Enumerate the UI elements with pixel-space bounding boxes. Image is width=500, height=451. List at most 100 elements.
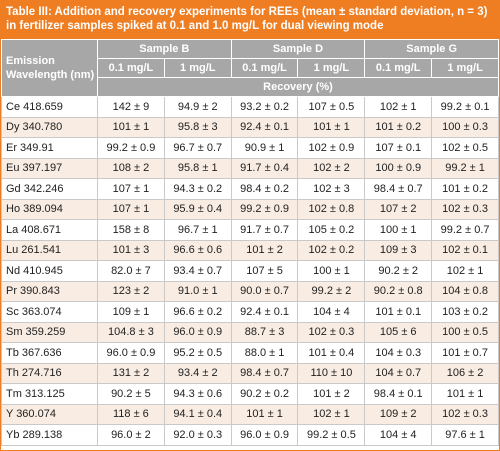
table-cell: 97.6 ± 1 bbox=[431, 424, 499, 446]
table-row: Tm 313.125 90.2 ± 5 94.3 ± 0.6 90.2 ± 0.2 10… bbox=[1, 383, 499, 405]
table-cell: 100 ± 0.3 bbox=[431, 116, 499, 138]
table-cell: 105 ± 6 bbox=[364, 321, 433, 343]
table-cell: 101 ± 0.7 bbox=[431, 342, 499, 364]
table-cell: 95.2 ± 0.5 bbox=[163, 342, 232, 364]
table-cell: 118 ± 6 bbox=[97, 403, 165, 425]
table-cell: 100 ± 1 bbox=[297, 260, 366, 282]
row-label: Sc 363.074 bbox=[1, 301, 98, 323]
table-cell: 106 ± 2 bbox=[431, 362, 499, 384]
table-cell: 107 ± 1 bbox=[97, 198, 165, 220]
table-cell: 102 ± 0.9 bbox=[297, 137, 366, 159]
table-cell: 96.7 ± 0.7 bbox=[163, 137, 232, 159]
table-cell: 109 ± 3 bbox=[364, 239, 433, 261]
header-cell: 0.1 mg/L bbox=[230, 58, 299, 78]
table-cell: 90.2 ± 0.8 bbox=[364, 280, 433, 302]
table-cell: 100 ± 0.9 bbox=[364, 157, 433, 179]
table-cell: 82.0 ± 7 bbox=[97, 260, 165, 282]
table-cell: 107 ± 2 bbox=[364, 198, 433, 220]
table-cell: 101 ± 1 bbox=[297, 116, 366, 138]
table-cell: 102 ± 0.3 bbox=[431, 403, 499, 425]
table-cell: 104.8 ± 3 bbox=[97, 321, 165, 343]
table-row: Ce 418.659 142 ± 9 94.9 ± 2 93.2 ± 0.2 107 ±… bbox=[1, 96, 499, 118]
row-label: Sm 359.259 bbox=[1, 321, 98, 343]
table-row: Lu 261.541 101 ± 3 96.6 ± 0.6 101 ± 2 102 ± … bbox=[1, 239, 499, 261]
table-cell: 90.2 ± 5 bbox=[97, 383, 165, 405]
table-cell: 96.0 ± 2 bbox=[97, 424, 165, 446]
table-cell: 101 ± 1 bbox=[97, 116, 165, 138]
table-cell: 101 ± 0.2 bbox=[431, 178, 499, 200]
row-label: Ce 418.659 bbox=[1, 96, 98, 118]
header-cell: 0.1 mg/L bbox=[97, 58, 165, 78]
table-cell: 107 ± 0.5 bbox=[297, 96, 366, 118]
table-cell: 98.4 ± 0.7 bbox=[364, 178, 433, 200]
row-label: Eu 397.197 bbox=[1, 157, 98, 179]
table-cell: 102 ± 0.8 bbox=[297, 198, 366, 220]
table-row: Y 360.074 118 ± 6 94.1 ± 0.4 101 ± 1 102 ± 1… bbox=[1, 403, 499, 425]
table-row: Eu 397.197 108 ± 2 95.8 ± 1 91.7 ± 0.4 102 ±… bbox=[1, 157, 499, 179]
table-cell: 109 ± 1 bbox=[97, 301, 165, 323]
table-cell: 92.0 ± 0.3 bbox=[163, 424, 232, 446]
table-cell: 123 ± 2 bbox=[97, 280, 165, 302]
table-cell: 107 ± 0.1 bbox=[364, 137, 433, 159]
table-cell: 102 ± 0.5 bbox=[431, 137, 499, 159]
row-label: Th 274.716 bbox=[1, 362, 98, 384]
table-cell: 102 ± 3 bbox=[297, 178, 366, 200]
table-cell: 102 ± 1 bbox=[431, 260, 499, 282]
table-cell: 99.2 ± 0.9 bbox=[97, 137, 165, 159]
table-cell: 110 ± 10 bbox=[297, 362, 366, 384]
table-row: Gd 342.246 107 ± 1 94.3 ± 0.2 98.4 ± 0.2 102… bbox=[1, 178, 499, 200]
table-cell: 99.2 ± 0.5 bbox=[297, 424, 366, 446]
table-cell: 101 ± 2 bbox=[230, 239, 299, 261]
table-cell: 94.3 ± 0.2 bbox=[163, 178, 232, 200]
table-cell: 93.4 ± 2 bbox=[163, 362, 232, 384]
table-row: La 408.671 158 ± 8 96.7 ± 1 91.7 ± 0.7 105 ±… bbox=[1, 219, 499, 241]
table-cell: 102 ± 0.2 bbox=[297, 239, 366, 261]
table-cell: 107 ± 1 bbox=[97, 178, 165, 200]
table-row: Pr 390.843 123 ± 2 91.0 ± 1 90.0 ± 0.7 99.2 … bbox=[1, 280, 499, 302]
table-cell: 96.7 ± 1 bbox=[163, 219, 232, 241]
row-label: Lu 261.541 bbox=[1, 239, 98, 261]
table-cell: 96.6 ± 0.2 bbox=[163, 301, 232, 323]
row-label: Nd 410.945 bbox=[1, 260, 98, 282]
table-cell: 94.3 ± 0.6 bbox=[163, 383, 232, 405]
table-cell: 92.4 ± 0.1 bbox=[230, 116, 299, 138]
table-cell: 105 ± 0.2 bbox=[297, 219, 366, 241]
table-cell: 99.2 ± 0.1 bbox=[431, 96, 499, 118]
table-cell: 98.4 ± 0.7 bbox=[230, 362, 299, 384]
table-cell: 101 ± 0.1 bbox=[364, 301, 433, 323]
header-cell: 0.1 mg/L bbox=[364, 58, 433, 78]
table-cell: 158 ± 8 bbox=[97, 219, 165, 241]
table-cell: 104 ± 4 bbox=[297, 301, 366, 323]
table-cell: 107 ± 5 bbox=[230, 260, 299, 282]
header-cell: 1 mg/L bbox=[297, 58, 366, 78]
table-cell: 91.0 ± 1 bbox=[163, 280, 232, 302]
table-cell: 102 ± 0.3 bbox=[431, 198, 499, 220]
data-table: Emission Wavelength (nm) Sample B Sample… bbox=[1, 39, 499, 446]
table-cell: 91.7 ± 0.4 bbox=[230, 157, 299, 179]
row-label: Yb 289.138 bbox=[1, 424, 98, 446]
table-cell: 98.4 ± 0.1 bbox=[364, 383, 433, 405]
table-cell: 98.4 ± 0.2 bbox=[230, 178, 299, 200]
table-cell: 102 ± 1 bbox=[364, 96, 433, 118]
table-cell: 96.0 ± 0.9 bbox=[230, 424, 299, 446]
table-row: Sm 359.259 104.8 ± 3 96.0 ± 0.9 88.7 ± 3 102… bbox=[1, 321, 499, 343]
table-cell: 101 ± 0.4 bbox=[297, 342, 366, 364]
table-cell: 95.9 ± 0.4 bbox=[163, 198, 232, 220]
header-cell: Sample D bbox=[230, 39, 366, 59]
table-cell: 131 ± 2 bbox=[97, 362, 165, 384]
table-row: Ho 389.094 107 ± 1 95.9 ± 0.4 99.2 ± 0.9 102… bbox=[1, 198, 499, 220]
table-cell: 95.8 ± 3 bbox=[163, 116, 232, 138]
table-row: Dy 340.780 101 ± 1 95.8 ± 3 92.4 ± 0.1 101 ±… bbox=[1, 116, 499, 138]
table-cell: 100 ± 0.5 bbox=[431, 321, 499, 343]
row-label: Tb 367.636 bbox=[1, 342, 98, 364]
table-cell: 96.0 ± 0.9 bbox=[97, 342, 165, 364]
table-cell: 101 ± 0.2 bbox=[364, 116, 433, 138]
table-cell: 90.2 ± 2 bbox=[364, 260, 433, 282]
header-row: Emission Wavelength (nm) Sample B Sample… bbox=[1, 39, 499, 97]
table-cell: 108 ± 2 bbox=[97, 157, 165, 179]
table-cell: 102 ± 1 bbox=[297, 403, 366, 425]
table-cell: 142 ± 9 bbox=[97, 96, 165, 118]
table-cell: 104 ± 0.7 bbox=[364, 362, 433, 384]
table-cell: 99.2 ± 1 bbox=[431, 157, 499, 179]
